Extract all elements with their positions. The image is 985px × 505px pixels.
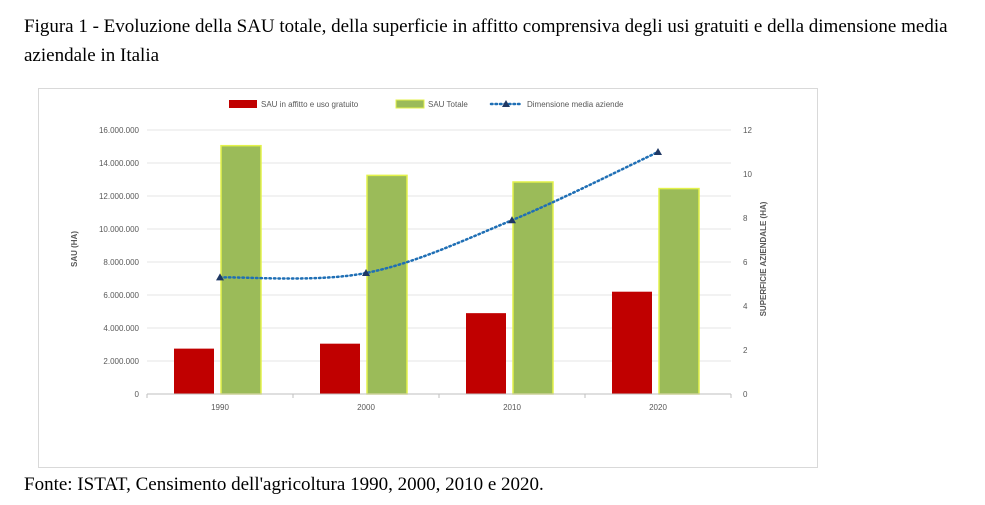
figure-source: Fonte: ISTAT, Censimento dell'agricoltur… xyxy=(24,474,544,495)
x-tick-label: 2000 xyxy=(357,403,375,412)
y2-tick-label: 8 xyxy=(743,214,748,223)
y2-axis-title: SUPERFICIE AZIENDALE (HA) xyxy=(759,201,768,316)
legend: SAU in affitto e uso gratuito SAU Totale D… xyxy=(229,99,624,109)
y-tick-label: 14.000.000 xyxy=(99,159,140,168)
y-tick-label: 2.000.000 xyxy=(103,357,139,366)
legend-label-affitto: SAU in affitto e uso gratuito xyxy=(261,100,359,109)
chart-svg: 0 2.000.000 4.000.000 6.000.000 8.000.000 10.… xyxy=(70,99,768,412)
y2-tick-label: 6 xyxy=(743,258,748,267)
legend-swatch-affitto xyxy=(229,100,257,108)
bars-layer xyxy=(174,144,700,395)
legend-marker-media xyxy=(502,100,510,107)
y-tick-label: 16.000.000 xyxy=(99,126,140,135)
point-media xyxy=(654,148,662,155)
bar-totale xyxy=(512,181,554,395)
y-tick-label: 10.000.000 xyxy=(99,225,140,234)
bar-affitto xyxy=(612,291,652,394)
point-media xyxy=(216,273,224,281)
bar-affitto xyxy=(466,313,506,394)
figure-title: Figura 1 - Evoluzione della SAU totale, … xyxy=(24,16,948,66)
y2-tick-label: 4 xyxy=(743,302,748,311)
y2-tick-label: 10 xyxy=(743,170,752,179)
legend-label-media: Dimensione media aziende xyxy=(527,100,624,109)
legend-label-totale: SAU Totale xyxy=(428,100,468,109)
x-tick-label: 2010 xyxy=(503,403,521,412)
y-tick-label: 4.000.000 xyxy=(103,324,139,333)
y2-tick-label: 0 xyxy=(743,390,748,399)
bar-totale xyxy=(658,187,700,395)
y-tick-label: 12.000.000 xyxy=(99,192,140,201)
x-tick-label: 2020 xyxy=(649,403,667,412)
series-line-media xyxy=(218,150,660,280)
chart-container: 0 2.000.000 4.000.000 6.000.000 8.000.000 10.… xyxy=(38,88,818,468)
x-tick-label: 1990 xyxy=(211,403,229,412)
line-layer xyxy=(216,148,662,281)
y-tick-label: 0 xyxy=(135,390,140,399)
bar-affitto xyxy=(174,348,214,394)
y-axis-title: SAU (HA) xyxy=(70,231,79,267)
bar-affitto xyxy=(320,343,360,394)
y2-tick-label: 2 xyxy=(743,346,748,355)
point-media xyxy=(362,269,370,276)
y-tick-label: 6.000.000 xyxy=(103,291,139,300)
bar-totale xyxy=(220,144,262,395)
axes-layer: 0 2.000.000 4.000.000 6.000.000 8.000.000 10.… xyxy=(99,126,752,412)
y2-tick-label: 12 xyxy=(743,126,752,135)
y-tick-label: 8.000.000 xyxy=(103,258,139,267)
bar-totale xyxy=(366,174,408,395)
legend-swatch-totale xyxy=(395,99,425,109)
point-media xyxy=(508,216,516,224)
